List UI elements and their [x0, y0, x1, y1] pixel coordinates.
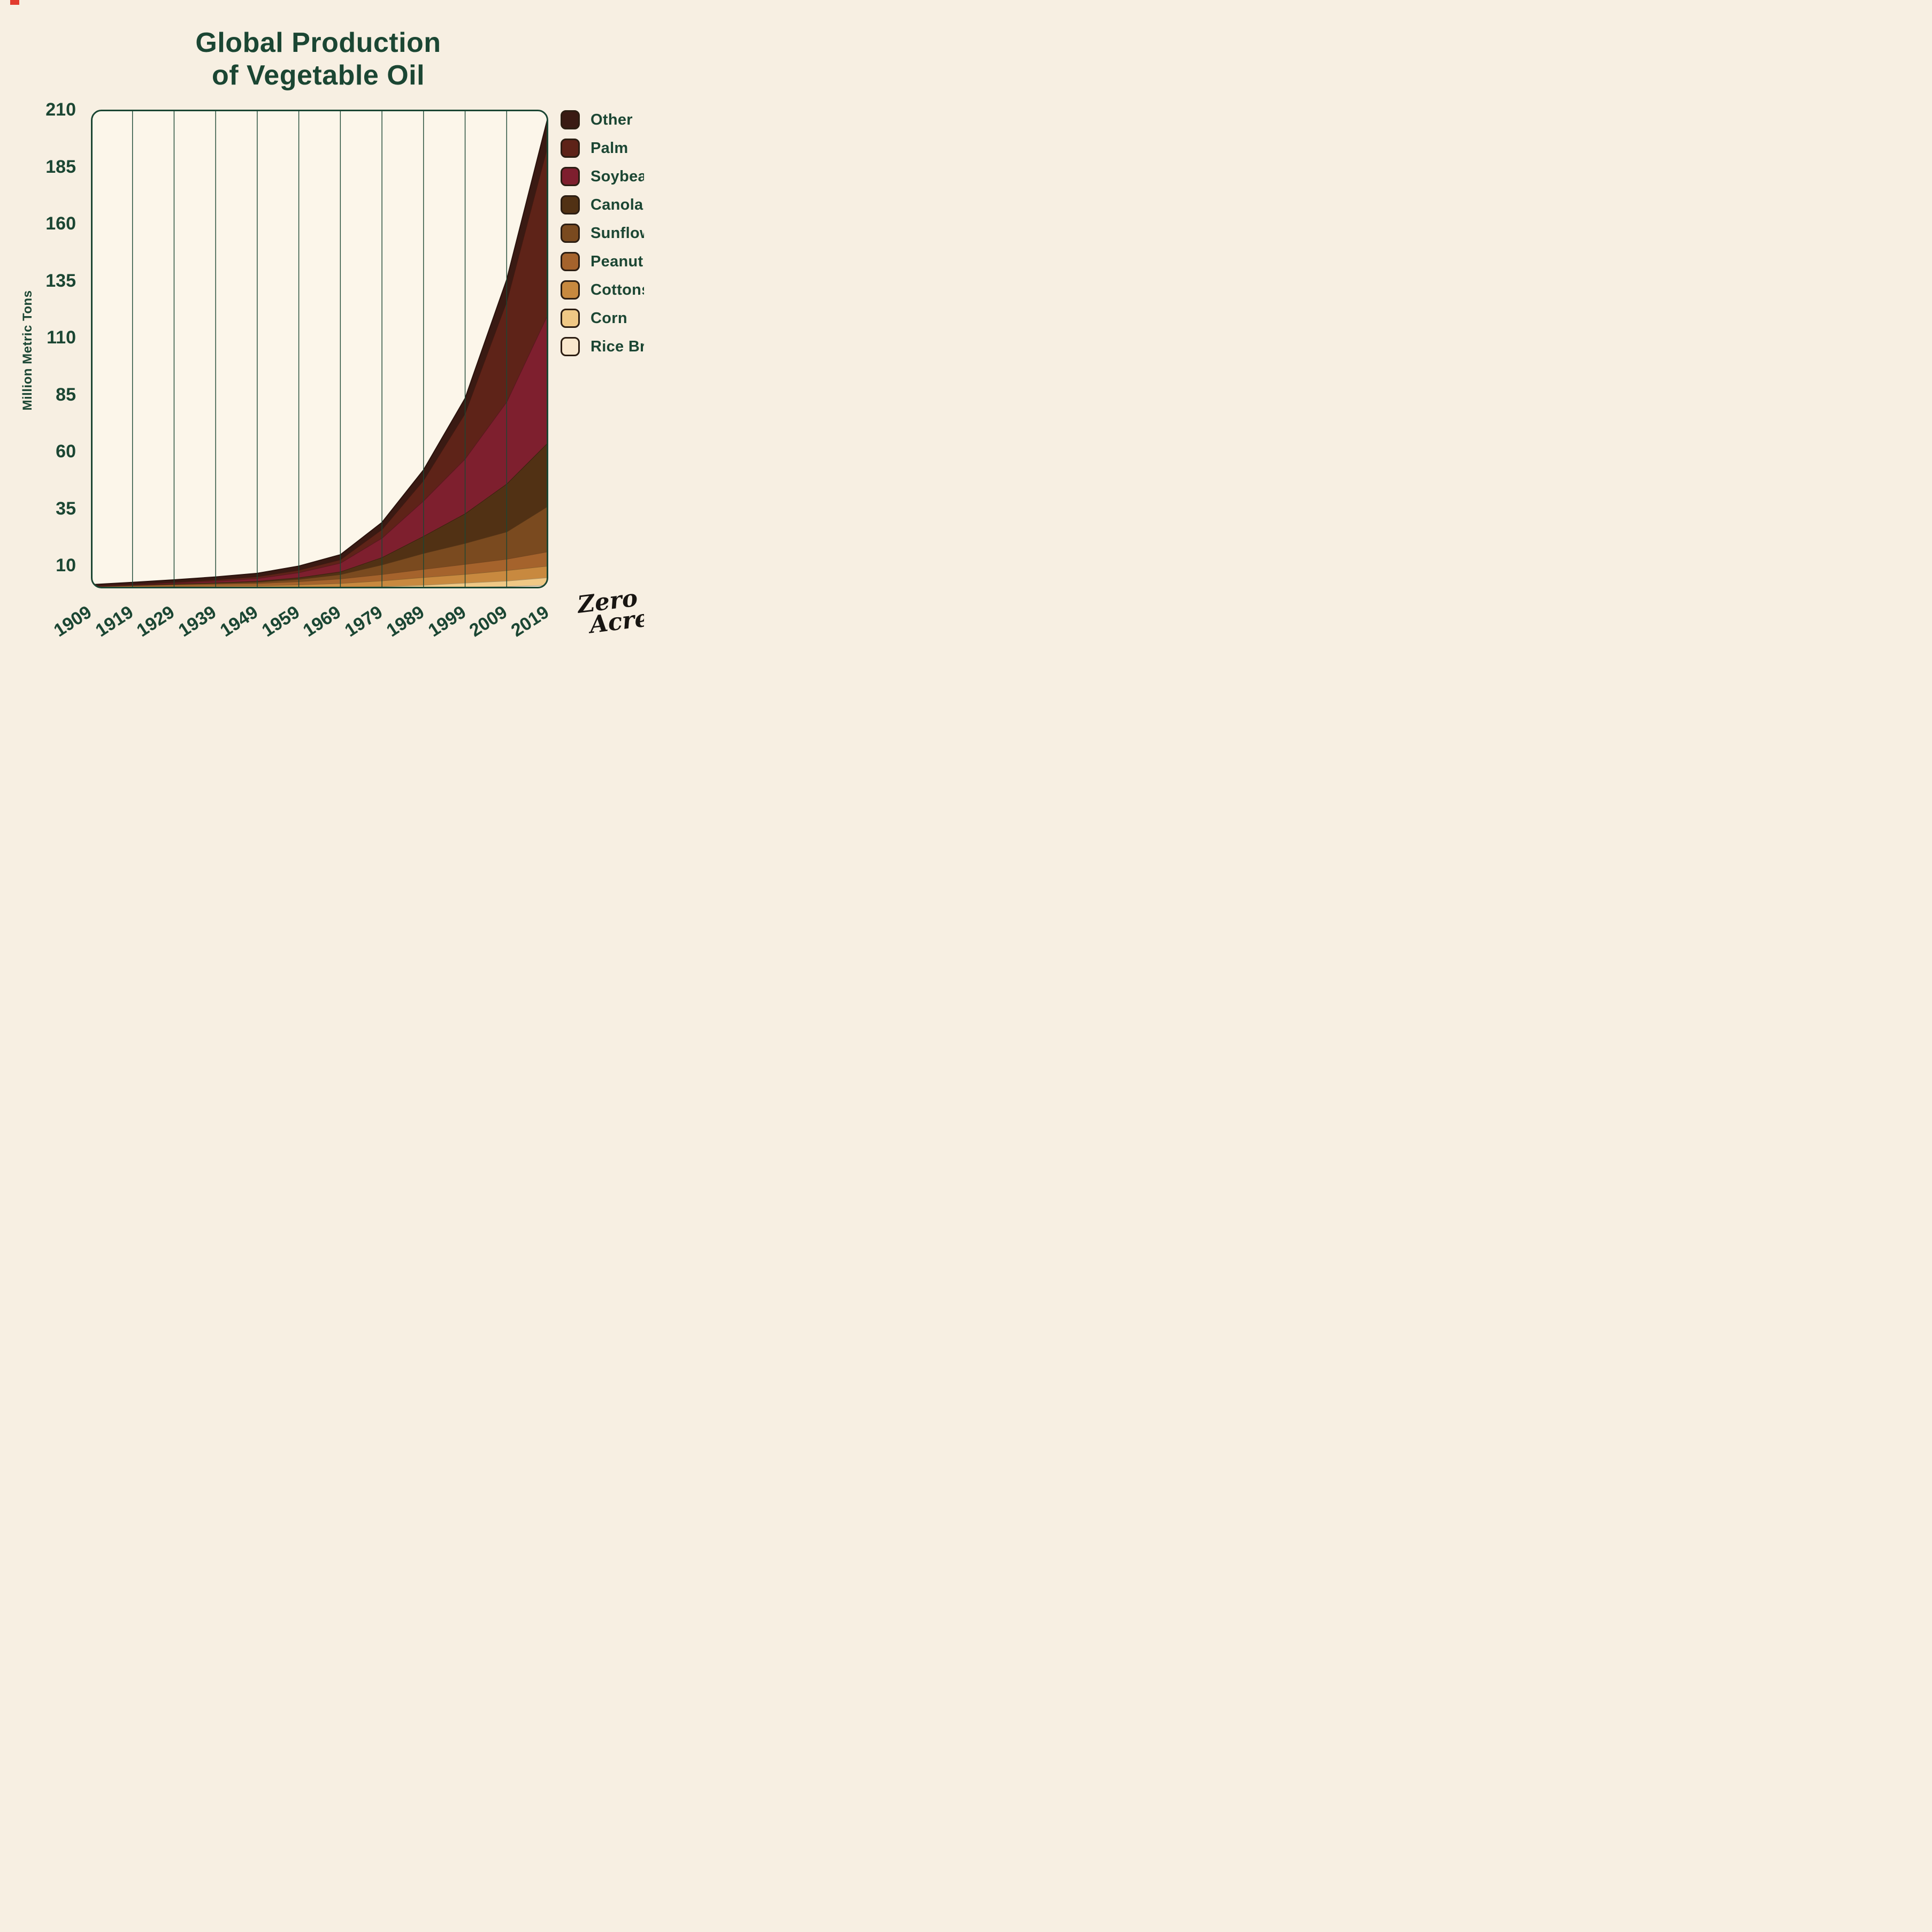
legend-label: Soybean	[591, 167, 644, 185]
legend-item-other: Other	[561, 110, 644, 129]
area-edge-palm	[91, 143, 548, 587]
y-tick-label: 85	[56, 384, 76, 405]
legend-label: Palm	[591, 139, 628, 157]
y-tick-label: 210	[45, 99, 76, 120]
legend-swatch-cottonseed	[561, 280, 580, 300]
y-axis-ticks: 210 185 160 135 110 85 60 35 10	[0, 101, 81, 588]
legend-item-sunflower: Sunflower	[561, 224, 644, 243]
chart-title-line2: of Vegetable Oil	[211, 60, 425, 91]
legend-swatch-peanut	[561, 252, 580, 271]
area-canola	[91, 442, 548, 587]
legend-swatch-other	[561, 110, 580, 129]
legend-item-cottonseed: Cottonseed	[561, 280, 644, 300]
area-corn	[91, 577, 548, 588]
legend-item-soybean: Soybean	[561, 167, 644, 186]
chart-title-line1: Global Production	[195, 27, 441, 58]
legend-item-peanut: Peanut	[561, 252, 644, 271]
area-soybean	[91, 313, 548, 587]
area-palm	[91, 143, 548, 586]
legend-label: Canola	[591, 196, 643, 213]
y-tick-label: 110	[47, 327, 76, 348]
legend-swatch-rice-bran	[561, 337, 580, 356]
area-cottonseed	[91, 565, 548, 588]
legend-swatch-canola	[561, 195, 580, 214]
legend-swatch-soybean	[561, 167, 580, 186]
infographic-page: Global Production of Vegetable Oil Milli…	[0, 0, 644, 644]
plot-border	[91, 110, 548, 588]
y-tick-label: 10	[56, 555, 76, 576]
area-sunflower	[91, 505, 548, 587]
legend-swatch-sunflower	[561, 224, 580, 243]
chart-title: Global Production of Vegetable Oil	[48, 27, 588, 93]
legend-label: Cottonseed	[591, 281, 644, 298]
legend-item-palm: Palm	[561, 139, 644, 158]
y-tick-label: 185	[45, 156, 76, 177]
legend-item-rice-bran: Rice Bran	[561, 337, 644, 356]
legend-item-canola: Canola	[561, 195, 644, 214]
legend-label: Rice Bran	[591, 338, 644, 355]
chart-legend: Other Palm Soybean Canola Sunflower Peanut Cot…	[561, 110, 644, 365]
y-tick-label: 135	[45, 270, 76, 291]
y-tick-label: 35	[56, 498, 76, 519]
legend-label: Peanut	[591, 252, 643, 270]
legend-item-corn: Corn	[561, 309, 644, 328]
legend-label: Other	[591, 111, 633, 128]
logo-line2: Acre	[588, 604, 644, 639]
legend-swatch-palm	[561, 139, 580, 158]
zero-acre-logo: Zero Acre	[576, 585, 644, 639]
area-edge-other	[91, 116, 548, 586]
x-axis-ticks: 1909 1919 1929 1939 1949 1959 1969 1979 1989 1999…	[50, 593, 572, 644]
stacked-area-chart	[91, 110, 548, 588]
legend-label: Corn	[591, 309, 627, 327]
y-tick-label: 160	[45, 213, 76, 234]
legend-swatch-corn	[561, 309, 580, 328]
corner-mark	[10, 0, 19, 5]
legend-label: Sunflower	[591, 224, 644, 242]
y-tick-label: 60	[56, 441, 76, 462]
